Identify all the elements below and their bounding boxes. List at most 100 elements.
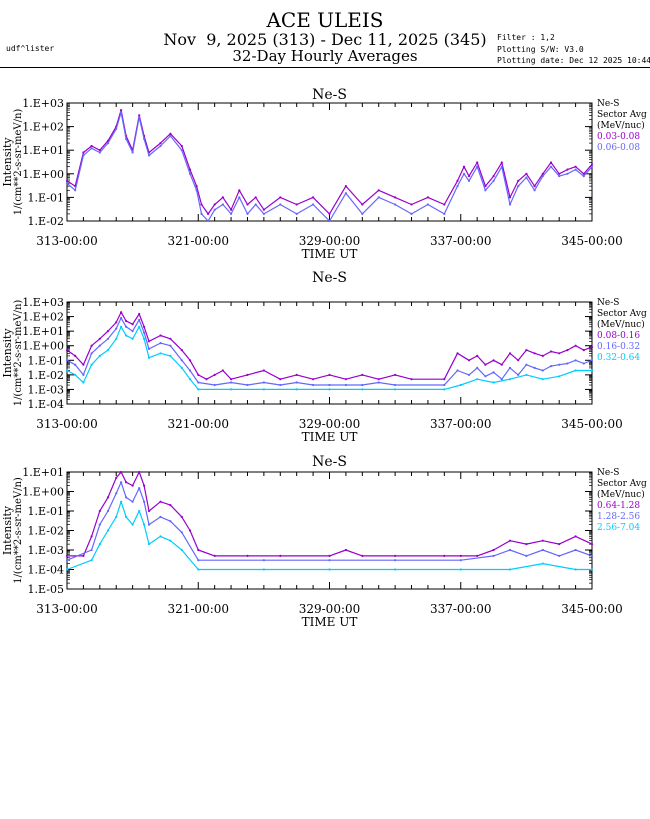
legend-heading: Ne-S bbox=[597, 99, 619, 109]
data-point bbox=[394, 554, 397, 558]
data-point bbox=[82, 154, 85, 157]
data-point bbox=[106, 142, 110, 145]
data-point bbox=[90, 535, 93, 538]
x-axis-label: TIME UT bbox=[302, 430, 358, 444]
data-point bbox=[159, 342, 162, 345]
data-point bbox=[106, 349, 110, 352]
data-point bbox=[180, 149, 183, 152]
data-point bbox=[525, 543, 528, 546]
data-point bbox=[169, 504, 172, 507]
data-point bbox=[312, 378, 315, 381]
data-point bbox=[492, 359, 495, 362]
chart-title: Ne-S bbox=[312, 87, 347, 103]
data-point bbox=[90, 147, 93, 150]
data-point bbox=[98, 151, 101, 154]
data-point bbox=[125, 137, 128, 140]
data-point bbox=[476, 554, 479, 558]
data-point bbox=[566, 349, 569, 352]
data-point bbox=[467, 373, 471, 376]
data-point bbox=[207, 219, 210, 223]
data-point bbox=[65, 568, 69, 571]
data-point bbox=[188, 529, 192, 532]
x-tick-label: 313-00:00 bbox=[36, 234, 98, 248]
data-point bbox=[230, 208, 233, 211]
data-point bbox=[188, 168, 192, 171]
data-point bbox=[574, 168, 577, 171]
data-point bbox=[159, 352, 162, 355]
data-point bbox=[328, 559, 331, 562]
data-point bbox=[74, 189, 77, 192]
data-point bbox=[508, 548, 512, 552]
data-point bbox=[566, 172, 569, 175]
data-point bbox=[558, 375, 561, 378]
data-point bbox=[279, 383, 282, 387]
data-point bbox=[115, 476, 118, 479]
data-point bbox=[120, 316, 123, 320]
y-tick-label: 1.E+00 bbox=[22, 168, 64, 181]
data-point bbox=[492, 554, 495, 558]
data-point bbox=[169, 354, 172, 357]
data-point bbox=[426, 196, 429, 199]
x-tick-label: 337-00:00 bbox=[430, 417, 492, 431]
y-tick-label: 1.E-03 bbox=[28, 383, 64, 396]
data-point bbox=[143, 325, 146, 328]
data-point bbox=[525, 172, 528, 175]
y-tick-label: 1.E+01 bbox=[22, 466, 64, 479]
data-point bbox=[159, 334, 162, 337]
legend-heading: (MeV/nuc) bbox=[597, 319, 645, 330]
y-axis-label: Intensity bbox=[1, 137, 14, 187]
data-point bbox=[394, 568, 397, 571]
x-tick-label: 329-00:00 bbox=[299, 417, 361, 431]
data-point bbox=[213, 373, 216, 376]
data-point bbox=[138, 116, 141, 119]
data-point bbox=[508, 539, 512, 542]
data-point bbox=[115, 515, 118, 519]
x-tick-label: 321-00:00 bbox=[167, 417, 229, 431]
data-point bbox=[98, 149, 101, 152]
data-point bbox=[197, 381, 200, 384]
data-point bbox=[574, 369, 577, 372]
data-point bbox=[361, 373, 364, 376]
data-point bbox=[65, 349, 69, 352]
x-tick-label: 329-00:00 bbox=[299, 234, 361, 248]
legend-entry: 1.28-2.56 bbox=[597, 512, 640, 522]
data-point bbox=[484, 189, 487, 192]
data-point bbox=[476, 378, 479, 381]
data-point bbox=[180, 366, 183, 369]
data-point bbox=[541, 369, 544, 372]
data-point bbox=[98, 344, 101, 347]
plot-frame bbox=[66, 102, 593, 222]
data-point bbox=[500, 378, 503, 381]
legend-entry: 0.08-0.16 bbox=[597, 331, 640, 341]
data-point bbox=[443, 388, 446, 391]
data-point bbox=[74, 354, 77, 357]
data-point bbox=[147, 340, 151, 343]
y-tick-label: 1.E-03 bbox=[28, 544, 64, 557]
y-axis-units: 1/(cm**2-s-sr-meV/n) bbox=[13, 109, 24, 216]
data-point bbox=[533, 189, 536, 192]
data-point bbox=[115, 327, 118, 330]
data-point bbox=[147, 154, 151, 157]
data-point bbox=[558, 172, 561, 175]
data-point bbox=[467, 175, 471, 178]
y-tick-label: 1.E+01 bbox=[22, 144, 64, 157]
data-point bbox=[205, 378, 208, 381]
y-tick-label: 1.E-02 bbox=[28, 525, 64, 538]
y-tick-label: 1.E-02 bbox=[28, 369, 64, 382]
x-tick-label: 345-00:00 bbox=[561, 602, 623, 616]
data-point bbox=[207, 212, 210, 215]
data-point bbox=[574, 165, 577, 168]
chart-panel-3: Ne-S 1.E+01 1.E+00 1.E-01 1.E-02 1.E-03 1.E-04… bbox=[1, 454, 647, 629]
data-point bbox=[476, 354, 479, 357]
data-point bbox=[200, 212, 203, 215]
data-point bbox=[590, 369, 594, 372]
data-point bbox=[169, 134, 172, 138]
data-point bbox=[180, 531, 183, 534]
data-point bbox=[180, 359, 183, 362]
data-point bbox=[394, 196, 397, 199]
data-point bbox=[82, 373, 85, 376]
data-point bbox=[115, 337, 118, 340]
data-point bbox=[525, 176, 528, 179]
data-point bbox=[476, 161, 479, 164]
data-point bbox=[138, 470, 141, 474]
